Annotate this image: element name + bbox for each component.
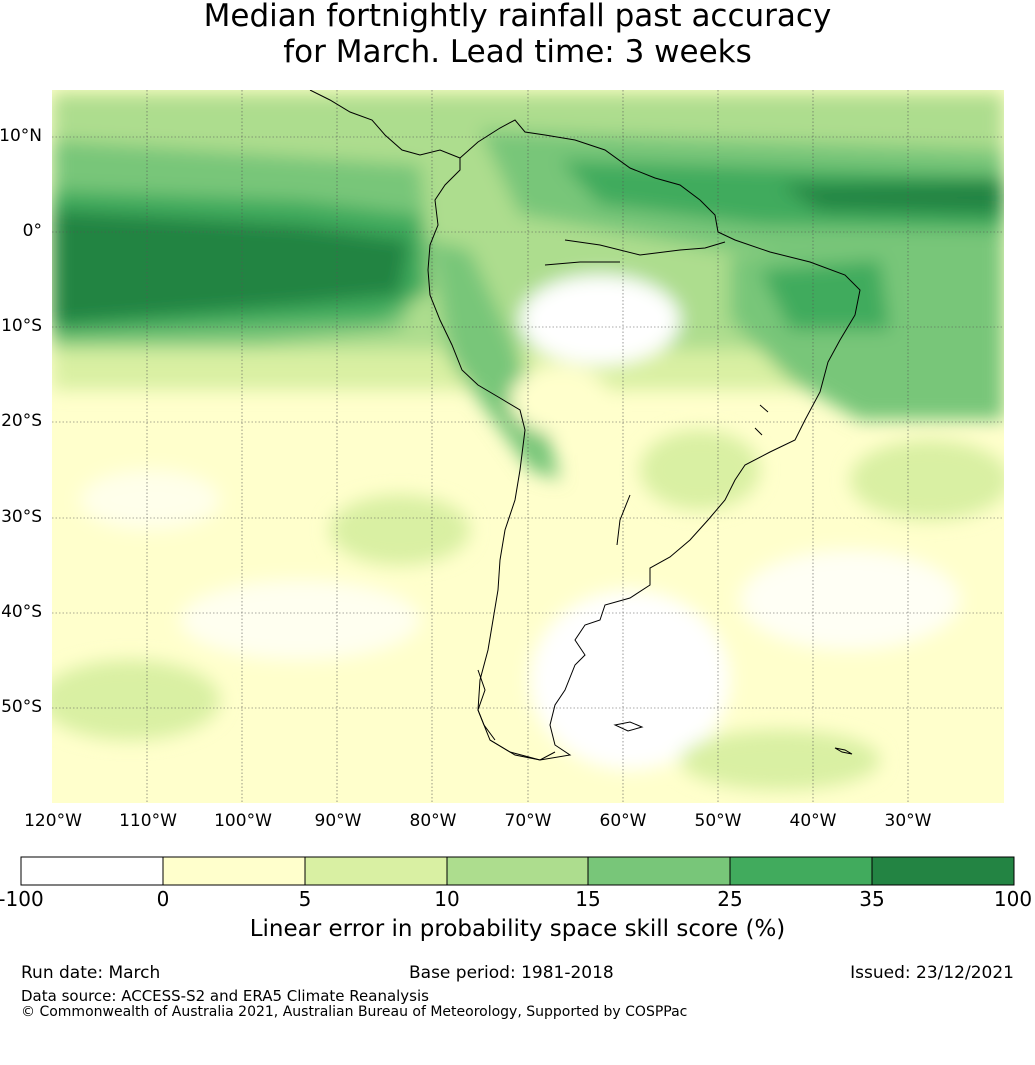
colorbar-outline [20, 856, 1015, 886]
lat-label-20s: 20°S [1, 411, 42, 431]
colorbar-tick-10: 10 [434, 887, 460, 911]
colorbar-segment-0-5 [163, 857, 305, 885]
coastline-paraguay [616, 494, 631, 546]
skill-zone-pacific-low [180, 580, 420, 660]
coastline-chile-fjords [477, 669, 496, 741]
lat-label-40s: 40°S [1, 602, 42, 622]
colorbar-tick-35: 35 [859, 887, 885, 911]
skill-zone-south-pacific-moderate [52, 660, 220, 740]
colorbar-segment-10-15 [447, 857, 588, 885]
colorbar [20, 856, 1015, 886]
lat-label-10s: 10°S [1, 316, 42, 336]
colorbar-tick-100: 100 [993, 887, 1033, 911]
map-title-line-1: Median fortnightly rainfall past accurac… [203, 0, 832, 34]
skill-zone-patagonia-low [530, 590, 730, 770]
skill-zone-atlantic-very-strong [560, 160, 1004, 230]
coastline-central-america [309, 90, 461, 159]
lon-label-50w: 50°W [694, 811, 742, 831]
lat-label-50s: 50°S [1, 697, 42, 717]
lat-label-30s: 30°S [1, 507, 42, 527]
colorbar-tick-25: 25 [717, 887, 743, 911]
colorbar-label: Linear error in probability space skill … [249, 916, 786, 942]
coastline-river-parana [544, 261, 620, 266]
skill-field [52, 90, 1004, 803]
coastline-falklands [613, 721, 644, 732]
data-source: Data source: ACCESS-S2 and ERA5 Climate … [21, 987, 429, 1005]
colorbar-tick-5: 5 [298, 887, 312, 911]
colorbar-segment-15-25 [588, 857, 730, 885]
colorbar-tick-15: 15 [575, 887, 601, 911]
lon-label-120w: 120°W [24, 811, 82, 831]
colorbar-tick-0: 0 [156, 887, 170, 911]
colorbar-segment-25-35 [730, 857, 872, 885]
issued-date: Issued: 23/12/2021 [850, 963, 1014, 983]
lon-label-80w: 80°W [409, 811, 457, 831]
map-gridlines [52, 90, 1004, 803]
lon-label-30w: 30°W [884, 811, 932, 831]
colorbar-tick-neg100: -100 [0, 887, 44, 911]
colorbar-segment-35-100 [872, 857, 1014, 885]
coastline-amazon-river [564, 239, 726, 256]
run-date: Run date: March [21, 963, 161, 983]
coastline-south-georgia [834, 747, 853, 755]
skill-map [20, 90, 1015, 886]
coastline [309, 90, 861, 761]
skill-zone-bolivia-low [510, 365, 610, 435]
skill-zone-far-south-moderate [680, 730, 880, 790]
skill-zone-pacific-core [52, 210, 410, 325]
lon-label-40w: 40°W [789, 811, 837, 831]
lat-label-10n: 10°N [0, 126, 42, 146]
coastline-south-america [427, 119, 861, 761]
colorbar-segment-5-10 [305, 857, 447, 885]
skill-zone-south-atlantic-low [740, 550, 960, 650]
skill-zone-south-atlantic-moderate [850, 440, 1004, 520]
coastline-lagoon [754, 404, 769, 436]
lon-label-90w: 90°W [314, 811, 362, 831]
skill-zone-atlantic-core [780, 180, 1004, 215]
lon-label-100w: 100°W [214, 811, 272, 831]
coastline-tierra-del-fuego [489, 739, 556, 761]
lon-label-110w: 110°W [119, 811, 177, 831]
skill-zone-amazon-low [520, 275, 680, 365]
lat-label-0: 0° [22, 221, 42, 241]
lon-label-70w: 70°W [504, 811, 552, 831]
copyright: © Commonwealth of Australia 2021, Austra… [21, 1004, 688, 1020]
skill-zone-south-pacific-moderate-2 [330, 495, 470, 565]
map-title-line-2: for March. Lead time: 3 weeks [283, 34, 752, 70]
colorbar-segment-neg100-0 [21, 857, 163, 885]
skill-zone-ne-brazil-strong [760, 260, 890, 330]
lon-label-60w: 60°W [599, 811, 647, 831]
skill-zone-pacific-low-2 [80, 470, 220, 530]
base-period: Base period: 1981-2018 [409, 963, 614, 983]
